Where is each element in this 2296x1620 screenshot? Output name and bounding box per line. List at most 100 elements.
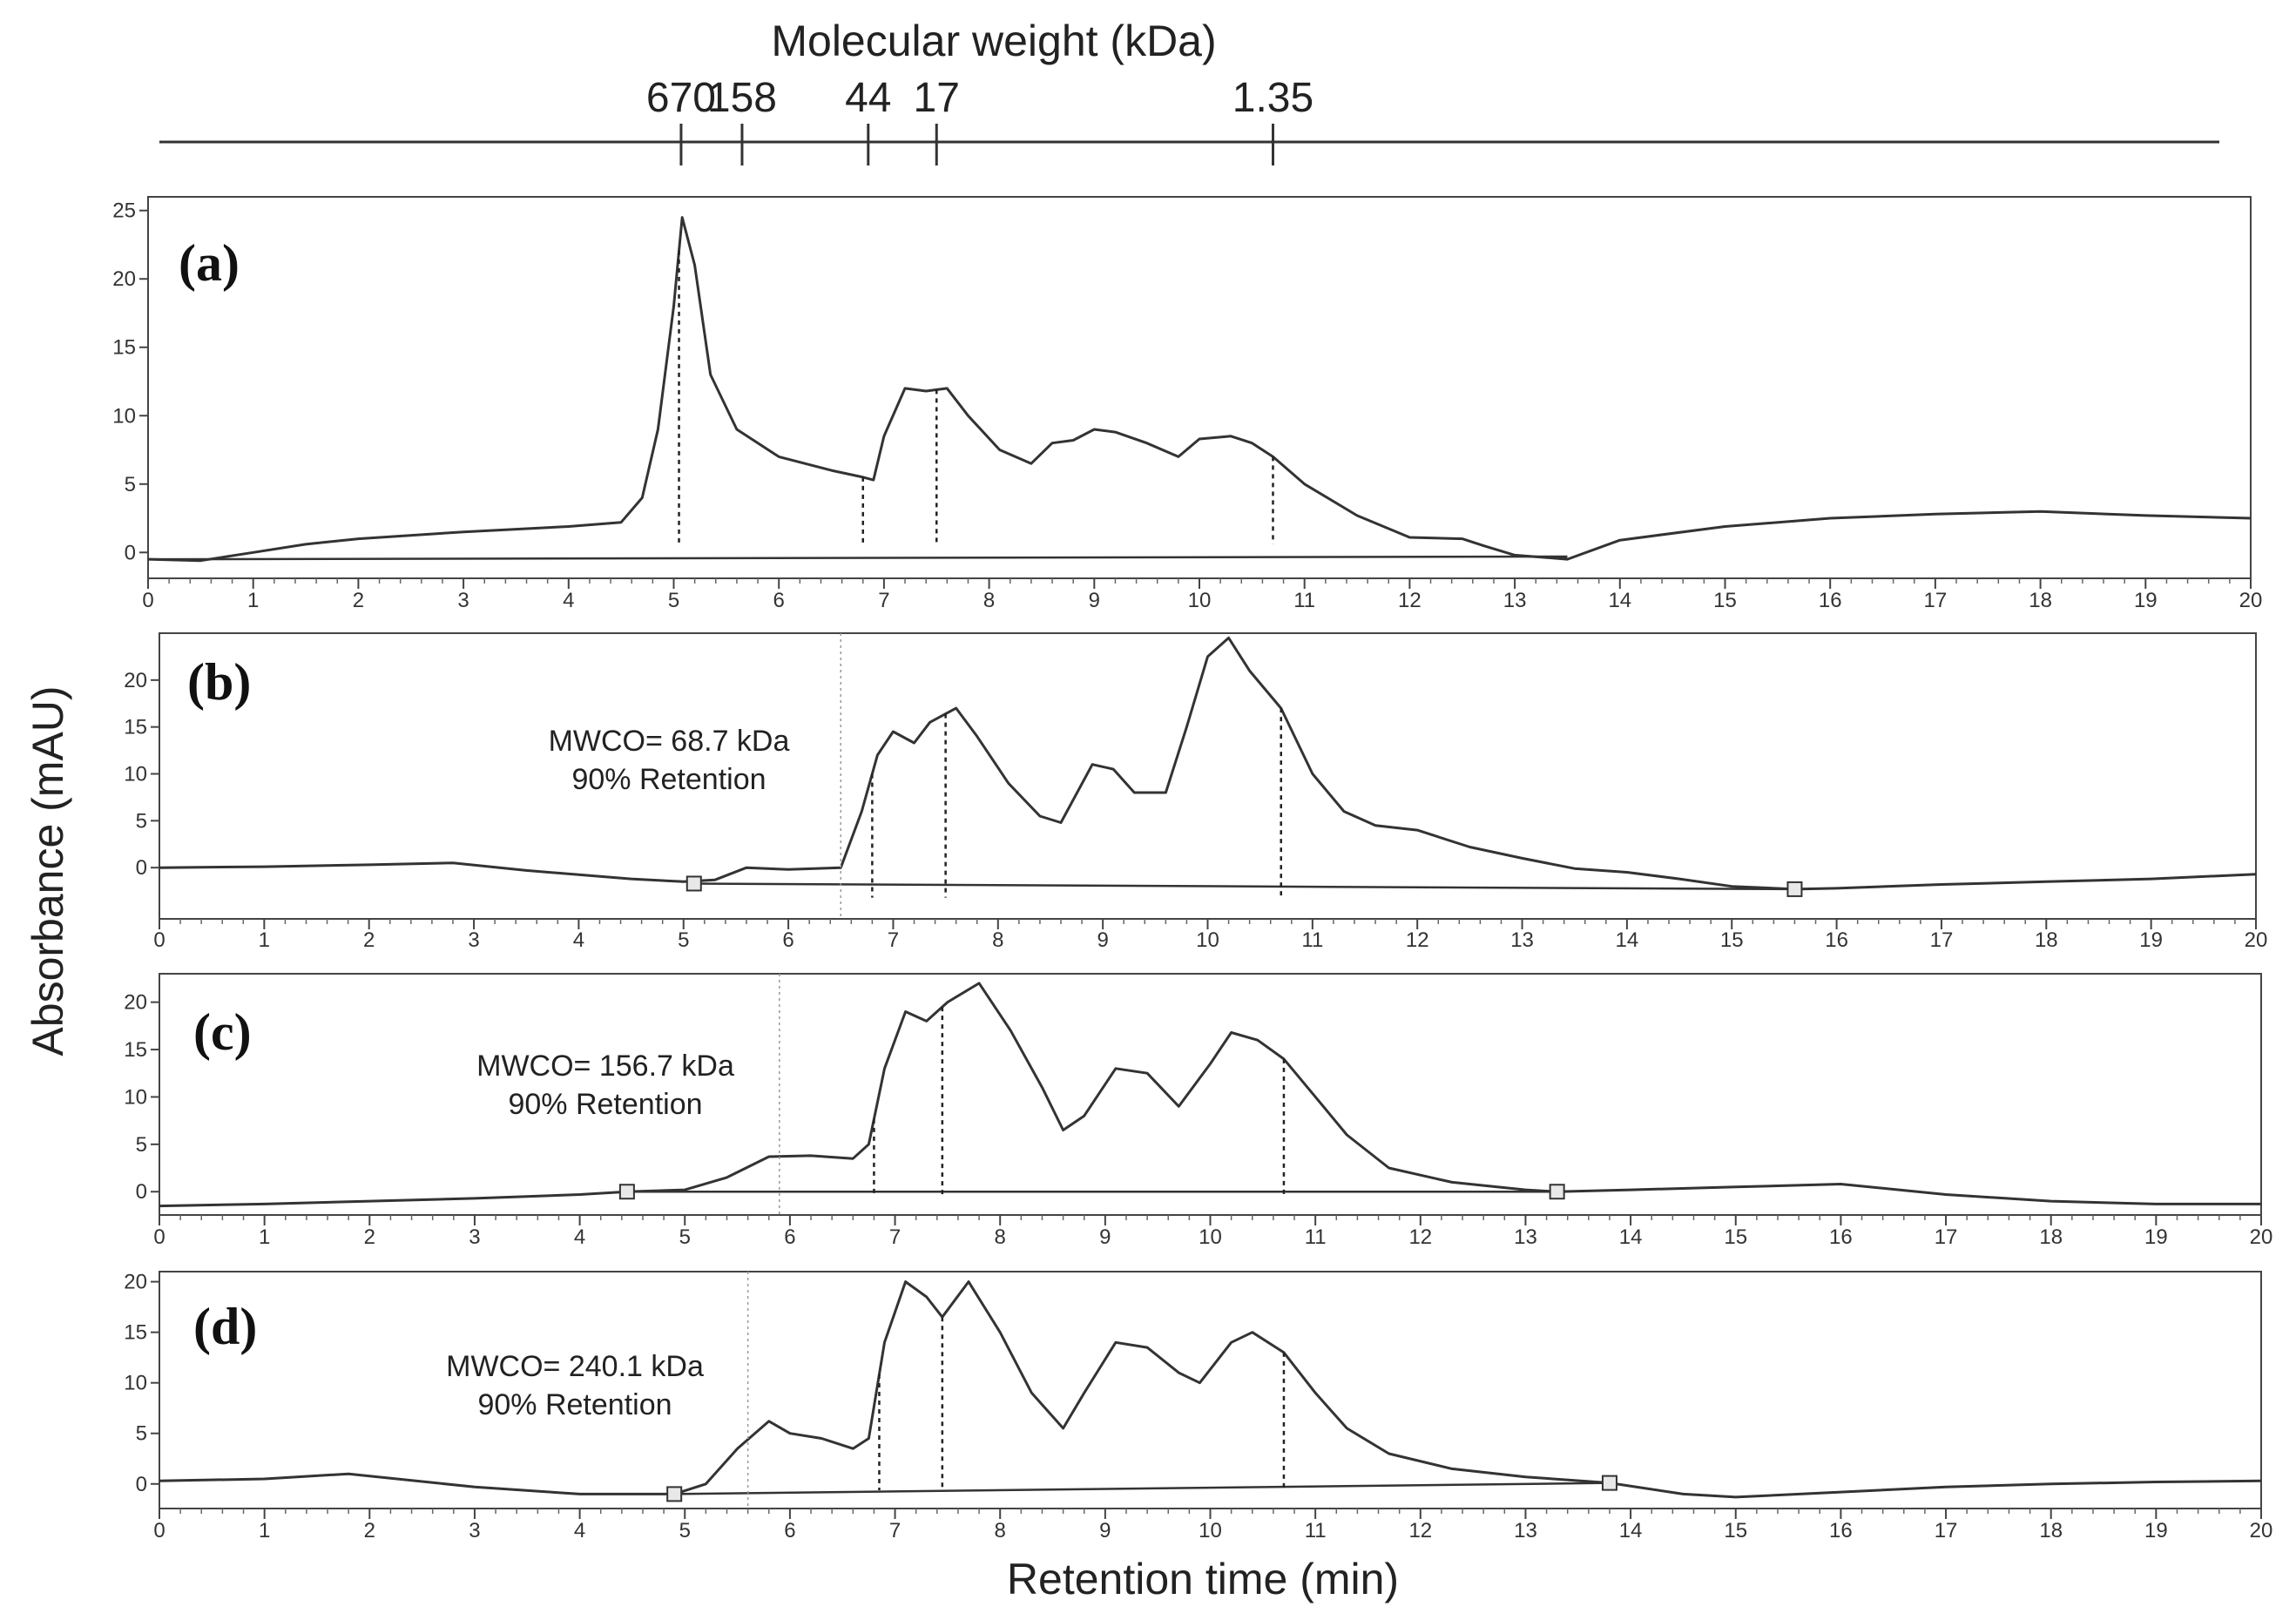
- y-tick-label: 10: [124, 763, 147, 786]
- x-tick-label: 12: [1406, 928, 1429, 952]
- x-tick-label: 5: [668, 589, 679, 612]
- y-tick-label: 0: [136, 1180, 147, 1204]
- absorbance-trace: [159, 636, 2257, 891]
- y-tick-label: 10: [124, 1085, 147, 1109]
- x-tick-label: 16: [1825, 928, 1848, 952]
- y-tick-label: 20: [124, 1271, 147, 1294]
- x-axis-title: Retention time (min): [1007, 1555, 1399, 1603]
- x-tick-label: 1: [259, 928, 270, 952]
- integration-baseline: [693, 882, 1795, 891]
- x-tick-label: 19: [2134, 589, 2158, 612]
- x-tick-label: 12: [1408, 1519, 1432, 1542]
- x-tick-label: 14: [1619, 1225, 1643, 1249]
- x-tick-label: 8: [995, 1519, 1006, 1542]
- panel-label: (d): [193, 1298, 257, 1355]
- y-tick-label: 15: [124, 1038, 147, 1062]
- x-tick-label: 18: [2035, 928, 2058, 952]
- y-tick-label: 5: [125, 473, 136, 496]
- x-tick-label: 5: [678, 928, 689, 952]
- x-tick-label: 6: [782, 928, 793, 952]
- y-tick-label: 10: [112, 404, 136, 428]
- integration-marker: [1601, 1475, 1617, 1491]
- y-tick-label: 15: [124, 716, 147, 739]
- x-tick-label: 13: [1510, 928, 1534, 952]
- integration-marker: [685, 875, 702, 892]
- x-tick-label: 6: [784, 1519, 795, 1542]
- mwco-label: MWCO= 240.1 kDa: [446, 1350, 704, 1383]
- integration-marker: [1549, 1184, 1565, 1200]
- x-tick-label: 18: [2039, 1225, 2063, 1249]
- x-tick-label: 11: [1293, 589, 1315, 612]
- y-tick-label: 0: [136, 1473, 147, 1496]
- x-tick-label: 2: [363, 928, 375, 952]
- panel-4: 0 1 2 3 4 5 6 7 8 9 10 11 12 13 14 15 16 17 18 19 2005101520…: [124, 1271, 2272, 1542]
- integration-baseline: [147, 555, 1568, 561]
- x-tick-label: 14: [1619, 1519, 1643, 1542]
- x-tick-label: 3: [469, 1519, 480, 1542]
- retention-label: 90% Retention: [508, 1088, 702, 1121]
- absorbance-trace: [159, 1280, 2262, 1499]
- integration-marker: [666, 1486, 683, 1502]
- x-tick-label: 9: [1089, 589, 1100, 612]
- x-tick-label: 5: [679, 1225, 691, 1249]
- y-tick-label: 5: [136, 1422, 147, 1446]
- x-tick-label: 17: [1935, 1519, 1958, 1542]
- x-tick-label: 0: [153, 1225, 165, 1249]
- panel-label: (a): [179, 234, 240, 292]
- x-tick-label: 18: [2029, 589, 2052, 612]
- x-tick-label: 10: [1188, 589, 1212, 612]
- x-tick-label: 18: [2039, 1519, 2063, 1542]
- x-tick-label: 11: [1305, 1225, 1327, 1249]
- mwco-label: MWCO= 156.7 kDa: [476, 1050, 734, 1083]
- x-tick-label: 15: [1724, 1519, 1747, 1542]
- panel-1: 0 1 2 3 4 5 6 7 8 9 10 11 12 13 14 15 16 17 18 19 2005101520…: [112, 196, 2262, 612]
- y-axis-title: Absorbance (mAU): [24, 685, 72, 1056]
- integration-marker: [1786, 881, 1803, 897]
- x-tick-label: 3: [457, 589, 469, 612]
- x-tick-label: 17: [1935, 1225, 1958, 1249]
- x-tick-label: 3: [468, 928, 479, 952]
- mw-scale-label: 670: [646, 75, 716, 121]
- x-tick-label: 10: [1199, 1519, 1222, 1542]
- x-tick-label: 7: [878, 589, 889, 612]
- x-tick-label: 0: [153, 928, 165, 952]
- x-tick-label: 10: [1196, 928, 1219, 952]
- x-tick-label: 19: [2144, 1225, 2168, 1249]
- x-tick-label: 11: [1301, 928, 1323, 952]
- x-tick-label: 4: [573, 928, 584, 952]
- x-tick-label: 16: [1829, 1225, 1853, 1249]
- x-tick-label: 1: [259, 1519, 270, 1542]
- x-tick-label: 6: [784, 1225, 795, 1249]
- y-tick-label: 20: [124, 991, 147, 1015]
- x-tick-label: 12: [1408, 1225, 1432, 1249]
- x-tick-label: 9: [1097, 928, 1108, 952]
- y-tick-label: 15: [112, 336, 136, 360]
- x-tick-label: 0: [142, 589, 153, 612]
- mw-scale-label: 158: [707, 75, 777, 121]
- panel-3: 0 1 2 3 4 5 6 7 8 9 10 11 12 13 14 15 16 17 18 19 2005101520…: [124, 973, 2273, 1249]
- x-tick-label: 13: [1514, 1225, 1537, 1249]
- retention-label: 90% Retention: [571, 763, 766, 796]
- y-tick-label: 15: [124, 1321, 147, 1345]
- y-tick-label: 10: [124, 1372, 147, 1395]
- x-tick-label: 1: [247, 589, 259, 612]
- y-tick-label: 20: [112, 267, 136, 291]
- x-tick-label: 16: [1829, 1519, 1853, 1542]
- mw-scale-label: 44: [845, 75, 891, 121]
- x-tick-label: 15: [1713, 589, 1737, 612]
- x-tick-label: 11: [1305, 1519, 1327, 1542]
- x-tick-label: 20: [2250, 1225, 2273, 1249]
- absorbance-trace: [159, 982, 2261, 1208]
- y-tick-label: 25: [112, 199, 136, 223]
- y-tick-label: 20: [124, 669, 147, 692]
- plot-frame: [159, 1271, 2262, 1509]
- panel-label: (c): [193, 1003, 252, 1061]
- mwco-label: MWCO= 68.7 kDa: [549, 725, 790, 758]
- plot-frame: [147, 196, 2252, 579]
- x-tick-label: 8: [995, 1225, 1006, 1249]
- x-tick-label: 19: [2139, 928, 2163, 952]
- x-tick-label: 2: [364, 1225, 375, 1249]
- x-tick-label: 5: [679, 1519, 691, 1542]
